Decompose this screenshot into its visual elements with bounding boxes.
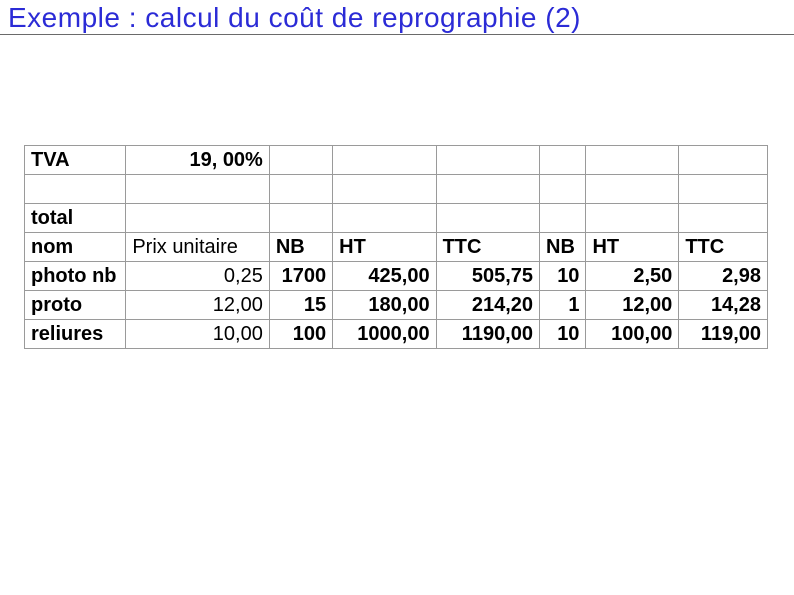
cell-total-label: total — [25, 204, 126, 233]
cell-empty — [269, 146, 332, 175]
cell-header-ttc1: TTC — [436, 233, 539, 262]
cell-nb2: 10 — [540, 320, 586, 349]
cell-nom: proto — [25, 291, 126, 320]
cell-empty — [333, 146, 436, 175]
cell-empty — [333, 175, 436, 204]
table-row: TVA 19, 00% — [25, 146, 768, 175]
cell-empty — [333, 204, 436, 233]
cell-nom: photo nb — [25, 262, 126, 291]
cell-nb1: 15 — [269, 291, 332, 320]
cell-ht2: 12,00 — [586, 291, 679, 320]
cell-empty — [25, 175, 126, 204]
cell-ttc2: 2,98 — [679, 262, 768, 291]
cell-empty — [586, 146, 679, 175]
cell-nom: reliures — [25, 320, 126, 349]
cell-empty — [436, 175, 539, 204]
table-row — [25, 175, 768, 204]
table-row: proto 12,00 15 180,00 214,20 1 12,00 14,… — [25, 291, 768, 320]
table-row: total — [25, 204, 768, 233]
table-row: photo nb 0,25 1700 425,00 505,75 10 2,50… — [25, 262, 768, 291]
cell-header-pu: Prix unitaire — [126, 233, 270, 262]
cell-empty — [586, 175, 679, 204]
cell-ht2: 100,00 — [586, 320, 679, 349]
cell-empty — [679, 204, 768, 233]
cell-nb1: 100 — [269, 320, 332, 349]
cell-empty — [540, 204, 586, 233]
cell-ttc1: 1190,00 — [436, 320, 539, 349]
cell-header-ht2: HT — [586, 233, 679, 262]
cell-ht1: 1000,00 — [333, 320, 436, 349]
table-container: TVA 19, 00% total — [0, 35, 794, 349]
cell-empty — [679, 146, 768, 175]
page-title: Exemple : calcul du coût de reprographie… — [8, 2, 581, 33]
cell-header-nb1: NB — [269, 233, 332, 262]
cell-empty — [540, 146, 586, 175]
title-bar: Exemple : calcul du coût de reprographie… — [0, 0, 794, 35]
cell-nb1: 1700 — [269, 262, 332, 291]
cell-tva-label: TVA — [25, 146, 126, 175]
cell-empty — [126, 175, 270, 204]
cell-ttc1: 214,20 — [436, 291, 539, 320]
cell-ttc2: 14,28 — [679, 291, 768, 320]
cell-empty — [436, 146, 539, 175]
cell-tva-value: 19, 00% — [126, 146, 270, 175]
cell-nb2: 10 — [540, 262, 586, 291]
cell-ht2: 2,50 — [586, 262, 679, 291]
cell-empty — [269, 204, 332, 233]
cell-empty — [436, 204, 539, 233]
cost-table: TVA 19, 00% total — [24, 145, 768, 349]
cell-ttc2: 119,00 — [679, 320, 768, 349]
cell-ttc1: 505,75 — [436, 262, 539, 291]
cell-pu: 0,25 — [126, 262, 270, 291]
cell-header-nom: nom — [25, 233, 126, 262]
cell-pu: 10,00 — [126, 320, 270, 349]
cell-empty — [679, 175, 768, 204]
cell-pu: 12,00 — [126, 291, 270, 320]
cell-header-nb2: NB — [540, 233, 586, 262]
cell-ht1: 180,00 — [333, 291, 436, 320]
cell-header-ht1: HT — [333, 233, 436, 262]
cell-header-ttc2: TTC — [679, 233, 768, 262]
cell-ht1: 425,00 — [333, 262, 436, 291]
table-row-header: nom Prix unitaire NB HT TTC NB HT TTC — [25, 233, 768, 262]
cell-nb2: 1 — [540, 291, 586, 320]
cell-empty — [540, 175, 586, 204]
cell-empty — [586, 204, 679, 233]
cell-empty — [126, 204, 270, 233]
table-row: reliures 10,00 100 1000,00 1190,00 10 10… — [25, 320, 768, 349]
cell-empty — [269, 175, 332, 204]
